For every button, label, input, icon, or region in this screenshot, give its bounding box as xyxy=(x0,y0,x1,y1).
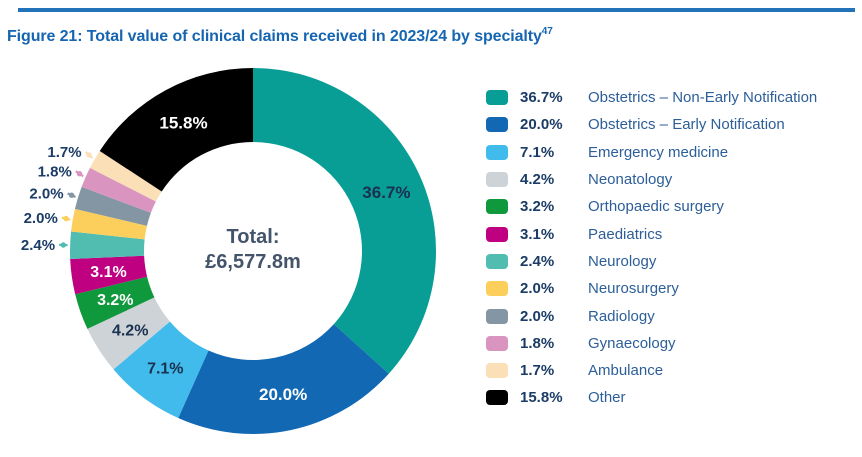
legend-label: Emergency medicine xyxy=(588,143,729,161)
legend-item-ambulance: 1.7% Ambulance xyxy=(486,357,817,384)
legend-label: Obstetrics – Early Notification xyxy=(588,116,785,134)
leader-dot-neurology xyxy=(60,242,66,248)
donut-segment-orthopaedic-surgery xyxy=(75,276,155,329)
legend-swatch-emergency-medicine xyxy=(486,144,508,160)
leader-dot-gynaecology xyxy=(76,171,83,177)
legend-swatch-ambulance xyxy=(486,363,508,379)
legend-percent: 2.0% xyxy=(520,307,555,325)
donut-svg: 36.7% 20.0% 7.1% 4.2% 3.2% 3.1% 2.4% 2.0% 2.0% 1.… xyxy=(21,68,437,434)
legend-item-other: 15.8% Other xyxy=(486,384,817,411)
donut-segment-gynaecology xyxy=(81,167,156,213)
legend-item-obstetrics-early-notification: 20.0% Obstetrics – Early Notification xyxy=(486,111,817,138)
legend-swatch-neonatology xyxy=(486,172,508,188)
donut-segment-paediatrics xyxy=(70,255,148,295)
legend-percent: 2.4% xyxy=(520,252,555,270)
legend-swatch-obstetrics-early-notification xyxy=(486,117,508,133)
legend-label: Obstetrics – Non-Early Notification xyxy=(588,89,818,107)
legend-label: Other xyxy=(588,389,626,407)
legend-label: Neurosurgery xyxy=(588,280,679,298)
legend-label: Neurology xyxy=(588,252,657,270)
legend-percent: 36.7% xyxy=(520,89,563,107)
legend-label: Neonatology xyxy=(588,171,673,189)
legend-label: Gynaecology xyxy=(588,334,676,352)
legend-item-neurology: 2.4% Neurology xyxy=(486,248,817,275)
legend-swatch-obstetrics-non-early-notification xyxy=(486,90,508,106)
legend-percent: 15.8% xyxy=(520,389,563,407)
legend-swatch-paediatrics xyxy=(486,226,508,242)
legend-percent: 3.1% xyxy=(520,225,555,243)
center-total-label: Total: xyxy=(226,226,280,248)
legend-item-gynaecology: 1.8% Gynaecology xyxy=(486,330,817,357)
figure-title-text: Figure 21: Total value of clinical claim… xyxy=(7,28,542,45)
legend-swatch-other xyxy=(486,390,508,406)
center-total-value: £6,577.8m xyxy=(205,251,301,273)
legend-swatch-neurology xyxy=(486,253,508,269)
donut-segment-emergency-medicine xyxy=(113,321,209,419)
legend-swatch-gynaecology xyxy=(486,335,508,351)
legend: 36.7% Obstetrics – Non-Early Notification… xyxy=(486,84,817,412)
donut-segment-neurology xyxy=(70,231,145,260)
donut-segment-radiology xyxy=(74,186,151,226)
donut-segment-other xyxy=(99,68,253,192)
segment-value-label-obstetrics-early-notification: 20.0% xyxy=(259,385,307,404)
segment-value-label-other: 15.8% xyxy=(159,114,207,133)
legend-label: Radiology xyxy=(588,307,655,325)
legend-label: Orthopaedic surgery xyxy=(588,198,724,216)
segment-value-label-neurology: 2.4% xyxy=(21,237,55,254)
legend-percent: 20.0% xyxy=(520,116,563,134)
legend-item-neonatology: 4.2% Neonatology xyxy=(486,166,817,193)
legend-percent: 7.1% xyxy=(520,143,555,161)
legend-item-neurosurgery: 2.0% Neurosurgery xyxy=(486,275,817,302)
segment-value-label-emergency-medicine: 7.1% xyxy=(147,360,183,377)
legend-label: Paediatrics xyxy=(588,225,663,243)
donut-segment-ambulance xyxy=(89,151,162,202)
legend-percent: 2.0% xyxy=(520,280,555,298)
legend-percent: 1.8% xyxy=(520,334,555,352)
segment-value-label-gynaecology: 1.8% xyxy=(38,163,72,180)
leader-dot-neurosurgery xyxy=(63,215,69,222)
donut-chart: 36.7% 20.0% 7.1% 4.2% 3.2% 3.1% 2.4% 2.0% 2.0% 1.… xyxy=(21,68,437,434)
legend-item-radiology: 2.0% Radiology xyxy=(486,302,817,329)
segment-value-label-orthopaedic-surgery: 3.2% xyxy=(97,292,133,309)
leader-dot-radiology xyxy=(68,192,75,198)
legend-percent: 1.7% xyxy=(520,362,555,380)
donut-segment-obstetrics-early-notification xyxy=(178,324,389,434)
legend-label: Ambulance xyxy=(588,362,664,380)
top-rule-divider xyxy=(18,8,855,12)
segment-value-label-neonatology: 4.2% xyxy=(112,323,148,340)
legend-item-emergency-medicine: 7.1% Emergency medicine xyxy=(486,139,817,166)
legend-item-paediatrics: 3.1% Paediatrics xyxy=(486,220,817,247)
legend-swatch-radiology xyxy=(486,308,508,324)
leader-dot-ambulance xyxy=(86,152,92,158)
donut-segment-neonatology xyxy=(87,297,170,370)
figure-title: Figure 21: Total value of clinical claim… xyxy=(7,26,553,47)
segment-value-label-ambulance: 1.7% xyxy=(47,144,81,161)
segment-value-label-paediatrics: 3.1% xyxy=(90,264,126,281)
donut-segment-neurosurgery xyxy=(71,208,147,240)
figure-title-footnote-marker: 47 xyxy=(541,25,553,37)
legend-swatch-orthopaedic-surgery xyxy=(486,199,508,215)
donut-segment-obstetrics-non-early-notification xyxy=(253,68,437,374)
segment-value-label-obstetrics-non-early-notification: 36.7% xyxy=(362,183,410,202)
segment-value-label-neurosurgery: 2.0% xyxy=(24,210,58,227)
legend-percent: 4.2% xyxy=(520,171,555,189)
legend-swatch-neurosurgery xyxy=(486,281,508,297)
donut-center-label: Total: £6,577.8m xyxy=(205,225,301,275)
legend-percent: 3.2% xyxy=(520,198,555,216)
legend-item-obstetrics-non-early-notification: 36.7% Obstetrics – Non-Early Notification xyxy=(486,84,817,111)
legend-item-orthopaedic-surgery: 3.2% Orthopaedic surgery xyxy=(486,193,817,220)
segment-value-label-radiology: 2.0% xyxy=(29,186,63,203)
